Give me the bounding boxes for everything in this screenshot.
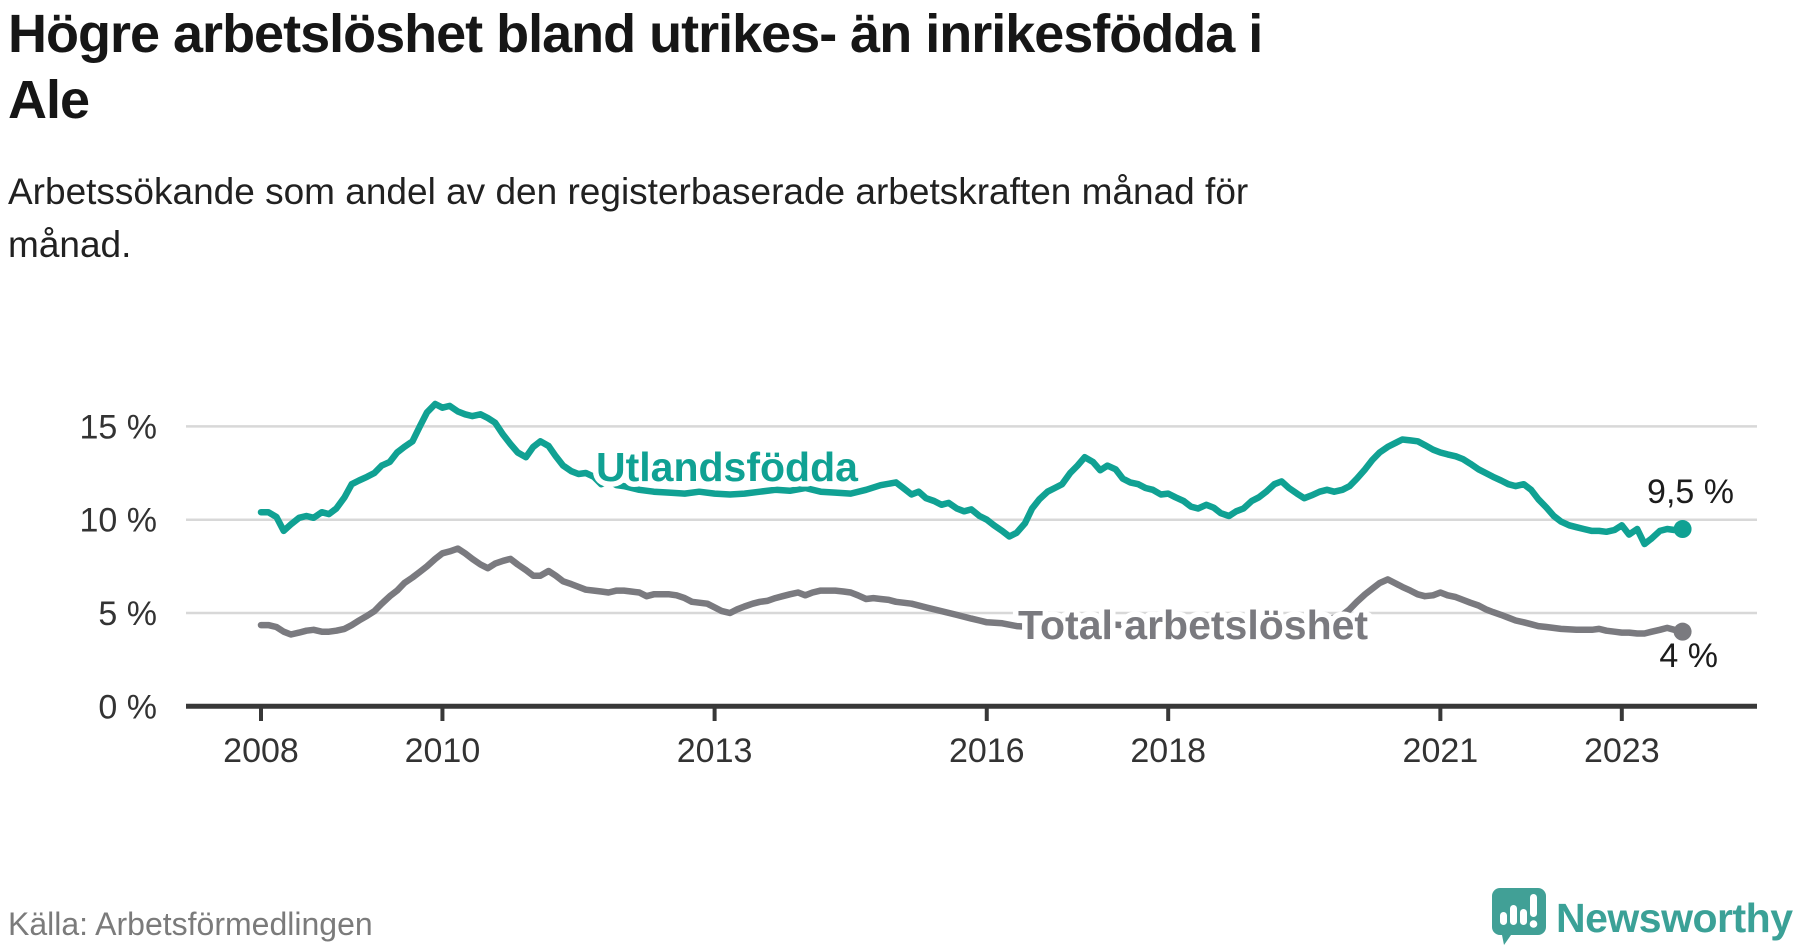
x-tick-label: 2010 bbox=[405, 732, 481, 770]
newsworthy-logo-icon bbox=[1492, 888, 1546, 945]
newsworthy-logo[interactable]: Newsworthy bbox=[1488, 884, 1798, 946]
series-label-0: Utlandsfödda bbox=[596, 444, 859, 490]
logo-bars bbox=[1500, 894, 1538, 928]
x-tick-label: 2008 bbox=[223, 732, 299, 770]
page-title-line1: Högre arbetslöshet bland utrikes- än inr… bbox=[8, 4, 1263, 64]
logo-exclamation-bar bbox=[1530, 894, 1537, 917]
end-value-label-0: 9,5 % bbox=[1647, 473, 1734, 511]
x-tick-label: 2013 bbox=[677, 732, 753, 770]
y-tick-label: 10 % bbox=[80, 502, 158, 540]
chart-subtitle-line1: Arbetssökande som andel av den registerb… bbox=[8, 171, 1249, 212]
newsworthy-wordmark: Newsworthy bbox=[1556, 895, 1793, 941]
page-title-line2: Ale bbox=[8, 69, 90, 130]
end-dot-1 bbox=[1673, 622, 1692, 641]
chart-subtitle-line2: månad. bbox=[8, 223, 132, 265]
logo-exclamation-dot bbox=[1529, 920, 1538, 928]
x-tick-label: 2018 bbox=[1130, 732, 1206, 770]
end-dot-0 bbox=[1673, 520, 1692, 539]
source-note: Källa: Arbetsförmedlingen bbox=[8, 906, 373, 942]
end-value-label-1: 4 % bbox=[1659, 637, 1718, 675]
y-tick-label: 15 % bbox=[80, 408, 158, 446]
chart-subtitle: Arbetssökande som andel av den registerb… bbox=[8, 166, 1508, 271]
series-line-0 bbox=[257, 400, 1686, 548]
page-title: Högre arbetslöshet bland utrikes- än inr… bbox=[8, 2, 1728, 134]
y-tick-label: 0 % bbox=[98, 688, 157, 726]
x-tick-label: 2021 bbox=[1403, 732, 1479, 770]
series-line-1 bbox=[257, 545, 1686, 638]
x-tick-label: 2023 bbox=[1584, 732, 1660, 770]
x-tick-label: 2016 bbox=[949, 732, 1025, 770]
series-label-1: Total arbetslöshet bbox=[1018, 602, 1368, 648]
y-tick-label: 5 % bbox=[98, 595, 157, 633]
